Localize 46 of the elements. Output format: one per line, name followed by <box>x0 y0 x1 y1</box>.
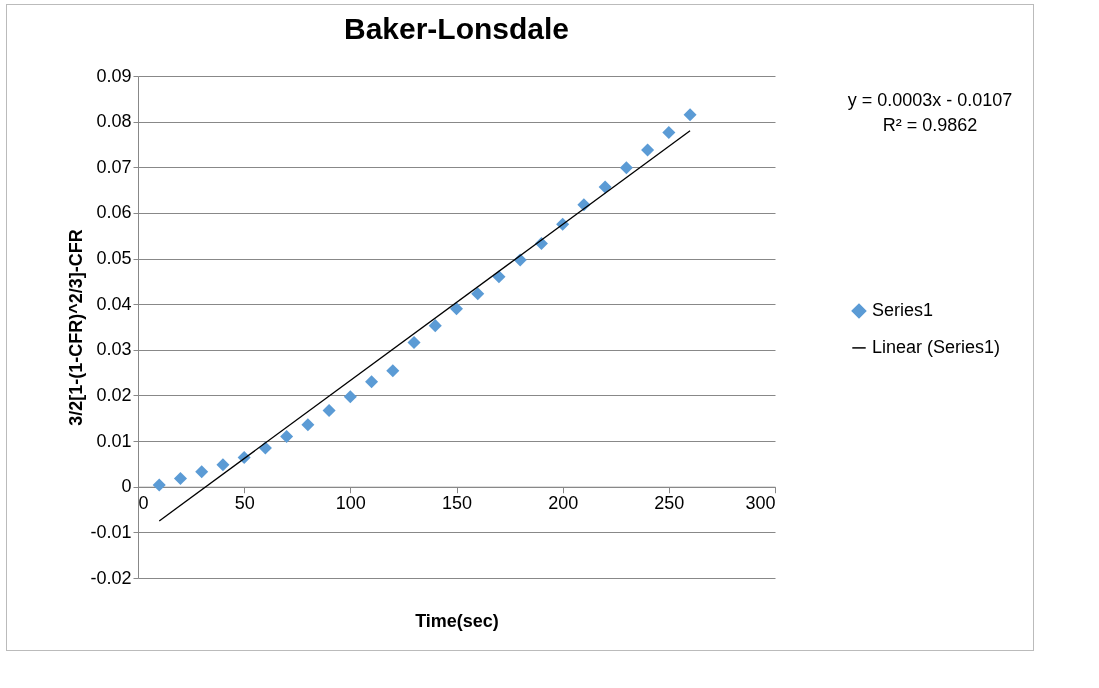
y-tick-label: -0.01 <box>90 521 132 542</box>
x-tick-label: 150 <box>441 493 473 514</box>
x-tick-label: 250 <box>654 493 685 514</box>
point <box>322 404 336 418</box>
y-tick-label: 0.02 <box>96 384 132 405</box>
point <box>492 270 506 284</box>
x-axis-title: Time(sec) <box>415 610 499 631</box>
x-tick-label: 0 <box>138 493 149 514</box>
y-tick-label: 0.04 <box>96 293 132 314</box>
x-tick-label: 200 <box>548 493 579 514</box>
y-tick-label: 0.06 <box>96 202 132 223</box>
y-tick-label: 0.09 <box>96 65 132 86</box>
legend-label: Linear (Series1) <box>872 336 1001 357</box>
chart-title: Baker-Lonsdale <box>343 12 570 45</box>
x-tick-label: 300 <box>745 493 776 514</box>
y-tick-label: 0.07 <box>96 156 132 177</box>
x-tick-label: 50 <box>234 493 255 514</box>
legend-label: Series1 <box>872 299 934 320</box>
x-tick-label: 100 <box>335 493 366 514</box>
point <box>386 364 400 378</box>
y-tick-label: 0 <box>121 476 132 497</box>
point <box>301 418 315 432</box>
y-tick-label: 0.01 <box>96 430 132 451</box>
point <box>195 465 209 479</box>
point <box>365 375 379 389</box>
y-tick-label: 0.05 <box>96 248 132 269</box>
point <box>173 471 187 486</box>
point <box>662 126 676 140</box>
y-tick-label: 0.08 <box>96 111 132 132</box>
y-axis-title: 3/2[1-(1-CFR)^2/3]-CFR <box>66 229 87 426</box>
point <box>683 108 697 122</box>
point <box>598 180 612 194</box>
point <box>216 458 230 472</box>
point <box>407 336 421 350</box>
point <box>449 302 464 316</box>
text: R² = 0.9862 <box>882 115 978 135</box>
y-tick-label: 0.03 <box>96 339 132 360</box>
text: y = 0.0003x - 0.0107 <box>847 90 1013 110</box>
y-tick-label: -0.02 <box>90 567 132 588</box>
point <box>152 478 166 492</box>
point <box>280 430 294 444</box>
point <box>471 287 485 301</box>
point <box>428 319 442 333</box>
point <box>641 143 655 157</box>
point <box>343 390 357 404</box>
point <box>619 161 633 175</box>
